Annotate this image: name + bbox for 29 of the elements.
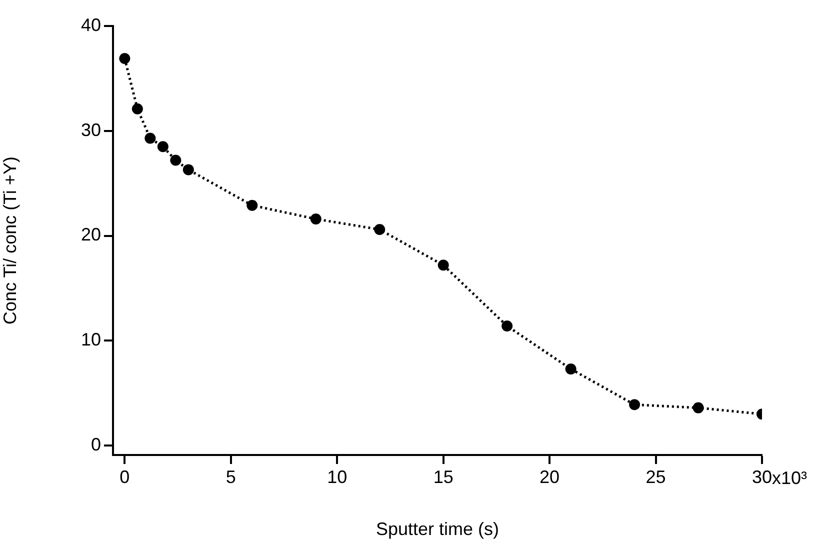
y-tick-label: 30 (80, 120, 101, 140)
x-axis-title: Sputter time (s) (376, 519, 500, 540)
point (119, 53, 130, 64)
point (438, 260, 449, 271)
y-tick-label: 10 (80, 330, 101, 350)
point (157, 141, 168, 152)
point (565, 363, 576, 374)
y-tick-label: 20 (80, 224, 101, 245)
y-axis-title: Conc Ti/ conc (Ti +Y) (0, 156, 20, 324)
point (310, 214, 322, 224)
point (144, 132, 156, 144)
x-tick-label: 20 (540, 466, 560, 487)
x-tick-label: 30 (752, 466, 772, 487)
point (246, 200, 258, 211)
text: x10³ (772, 468, 808, 488)
point (170, 154, 182, 166)
x-tick-label: 15 (433, 466, 454, 487)
point (374, 224, 386, 235)
point (502, 320, 513, 332)
y-tick-label: 0 (90, 434, 101, 455)
y-tick-label: 40 (80, 14, 101, 35)
point (692, 402, 704, 414)
point (132, 103, 143, 114)
x-tick-label: 10 (327, 466, 348, 487)
point (182, 164, 194, 176)
x-tick-label: 25 (646, 466, 666, 487)
x-tick-label: 0 (120, 466, 130, 487)
x-tick-label: 5 (226, 466, 236, 487)
point (629, 399, 640, 410)
